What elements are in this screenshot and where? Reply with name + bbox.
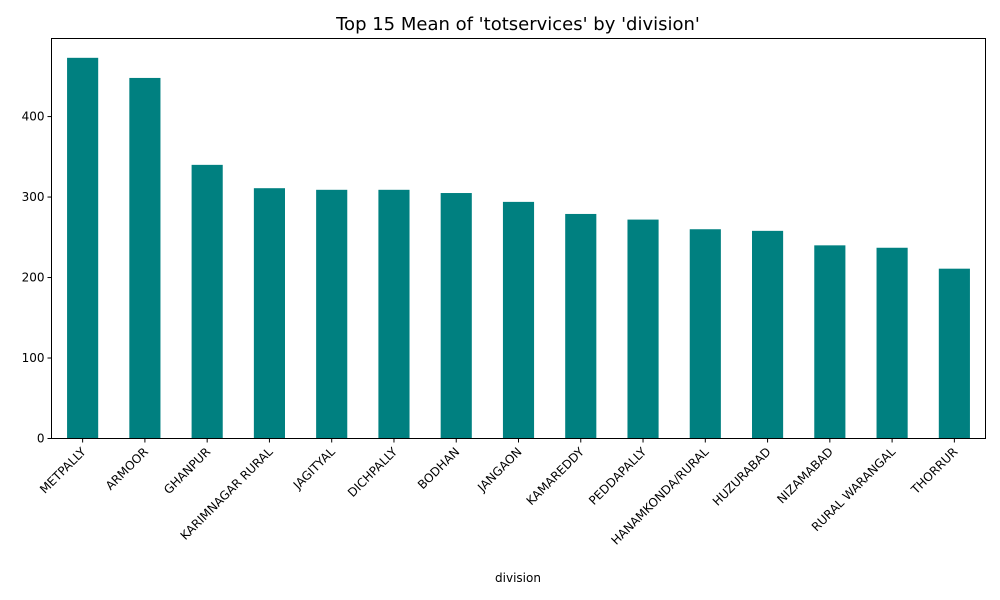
x-tick-label: PEDDAPALLY: [586, 444, 649, 507]
x-tick-label: HUZURABAD: [710, 445, 774, 509]
plot-frame: [51, 38, 986, 439]
bar-kamareddy: [565, 213, 597, 439]
x-tick-label: JAGITYAL: [290, 445, 338, 493]
plot-area: [67, 57, 970, 439]
y-tick-label: 0: [37, 432, 45, 446]
x-tick-label: ARMOOR: [103, 445, 151, 493]
bar-dichpally: [378, 189, 410, 439]
x-tick-label: DICHPALLY: [345, 444, 401, 500]
bar-karimnagar-rural: [253, 188, 285, 439]
x-tick-label: THORRUR: [908, 445, 961, 498]
x-tick-label: METPALLY: [37, 444, 89, 496]
x-tick-label: BODHAN: [415, 445, 462, 492]
chart-title: Top 15 Mean of 'totservices' by 'divisio…: [335, 14, 700, 35]
bar-bodhan: [440, 193, 472, 439]
y-tick-label: 200: [22, 271, 45, 285]
bar-huzurabad: [752, 230, 784, 439]
bar-jangaon: [502, 201, 535, 439]
bar-rural-warangal: [876, 247, 908, 439]
y-tick-label: 400: [22, 110, 45, 124]
x-tick-label: KAMAREDDY: [524, 444, 588, 508]
y-tick-label: 100: [22, 351, 45, 365]
bar-jagityal: [316, 189, 348, 439]
x-tick-label: GHANPUR: [161, 445, 213, 497]
x-axis-label: division: [495, 571, 541, 585]
bar-hanamkonda-rural: [689, 229, 721, 439]
bar-metpally: [67, 57, 99, 439]
bar-thorrur: [938, 268, 970, 439]
bar-nizamabad: [814, 245, 846, 439]
bar-peddapally: [627, 219, 659, 439]
y-tick-label: 300: [22, 190, 45, 204]
y-axis: 0 100 200 300 400: [22, 110, 52, 446]
bar-ghanpur: [191, 164, 223, 439]
bar-armoor: [129, 77, 161, 439]
x-tick-label: NIZAMABAD: [774, 445, 836, 507]
x-tick-label: JANGAON: [474, 445, 524, 495]
